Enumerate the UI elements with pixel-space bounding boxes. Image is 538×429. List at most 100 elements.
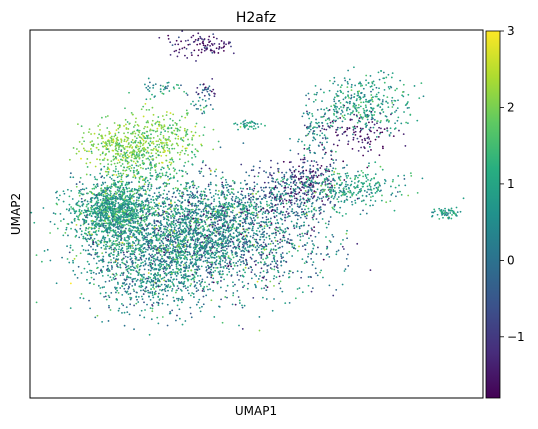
scatter-point xyxy=(163,210,166,213)
scatter-point xyxy=(304,244,307,247)
scatter-point xyxy=(122,257,125,260)
scatter-point xyxy=(120,229,122,232)
scatter-point xyxy=(103,286,106,288)
scatter-point xyxy=(162,203,165,205)
scatter-point xyxy=(142,203,145,206)
scatter-point xyxy=(155,224,158,227)
scatter-point xyxy=(328,256,331,258)
scatter-point xyxy=(280,264,283,267)
scatter-point xyxy=(122,274,124,276)
scatter-point xyxy=(171,251,174,254)
scatter-point xyxy=(114,229,117,232)
scatter-point xyxy=(281,213,284,216)
scatter-point xyxy=(110,211,112,214)
scatter-point xyxy=(211,263,214,265)
scatter-point xyxy=(139,279,142,282)
scatter-point xyxy=(88,299,90,302)
scatter-point xyxy=(115,255,118,258)
scatter-point xyxy=(232,267,235,270)
scatter-point xyxy=(192,212,195,215)
scatter-point xyxy=(142,293,145,295)
scatter-point xyxy=(170,224,172,227)
scatter-point xyxy=(145,238,148,241)
scatter-point xyxy=(81,245,84,247)
scatter-point xyxy=(230,185,232,187)
scatter-point xyxy=(114,202,117,205)
scatter-point xyxy=(68,195,71,198)
scatter-point xyxy=(130,250,133,252)
scatter-point xyxy=(281,290,284,293)
scatter-point xyxy=(258,222,260,225)
scatter-point xyxy=(189,242,192,245)
scatter-point xyxy=(164,197,167,200)
scatter-point xyxy=(322,203,325,206)
scatter-point xyxy=(198,268,201,271)
scatter-point xyxy=(199,221,201,224)
scatter-point xyxy=(101,286,104,289)
scatter-point xyxy=(113,192,116,195)
scatter-point xyxy=(147,264,150,267)
scatter-point xyxy=(210,299,213,302)
scatter-point xyxy=(204,250,207,253)
scatter-point xyxy=(186,208,189,211)
scatter-point xyxy=(302,235,304,237)
scatter-point xyxy=(131,195,134,197)
scatter-point xyxy=(262,270,265,273)
scatter-point xyxy=(227,191,230,194)
scatter-point xyxy=(75,229,78,232)
scatter-point xyxy=(133,236,136,239)
scatter-point xyxy=(143,301,145,304)
scatter-point xyxy=(332,235,335,238)
scatter-point xyxy=(97,216,99,219)
scatter-point xyxy=(273,268,276,271)
scatter-point xyxy=(221,209,224,212)
scatter-point xyxy=(151,267,154,269)
scatter-point xyxy=(132,240,134,243)
scatter-point xyxy=(127,265,130,267)
scatter-point xyxy=(166,249,169,252)
scatter-point xyxy=(190,203,193,206)
scatter-point xyxy=(255,275,258,277)
scatter-point xyxy=(266,232,268,235)
scatter-point xyxy=(179,250,182,253)
scatter-point xyxy=(137,229,139,231)
scatter-point xyxy=(286,252,288,255)
scatter-point xyxy=(224,259,227,261)
scatter-point xyxy=(107,294,110,297)
scatter-point xyxy=(185,261,188,264)
scatter-point xyxy=(159,220,162,222)
scatter-point xyxy=(102,199,105,202)
scatter-point xyxy=(194,238,197,241)
scatter-point xyxy=(135,258,138,261)
scatter-point xyxy=(218,197,221,199)
scatter-point xyxy=(257,227,260,230)
scatter-point xyxy=(147,289,149,292)
scatter-point xyxy=(168,203,170,206)
scatter-point xyxy=(170,257,173,260)
scatter-point xyxy=(148,257,150,260)
scatter-point xyxy=(127,250,130,253)
scatter-point xyxy=(161,302,164,305)
scatter-point xyxy=(185,245,188,248)
scatter-point xyxy=(137,296,140,298)
scatter-point xyxy=(162,206,165,208)
scatter-point xyxy=(295,225,298,227)
scatter-point xyxy=(219,270,222,273)
scatter-point xyxy=(128,194,131,197)
scatter-point xyxy=(174,246,177,249)
scatter-point xyxy=(164,260,167,263)
scatter-point xyxy=(89,234,92,237)
scatter-point xyxy=(121,195,124,198)
scatter-point xyxy=(277,203,279,206)
scatter-point xyxy=(143,254,146,257)
scatter-point xyxy=(159,268,162,271)
scatter-point xyxy=(99,223,101,226)
scatter-point xyxy=(190,278,193,281)
scatter-point xyxy=(108,240,111,243)
scatter-point xyxy=(73,210,76,213)
scatter-point xyxy=(131,214,134,217)
scatter-point xyxy=(208,188,211,191)
scatter-point xyxy=(159,259,162,261)
scatter-point xyxy=(253,238,256,241)
